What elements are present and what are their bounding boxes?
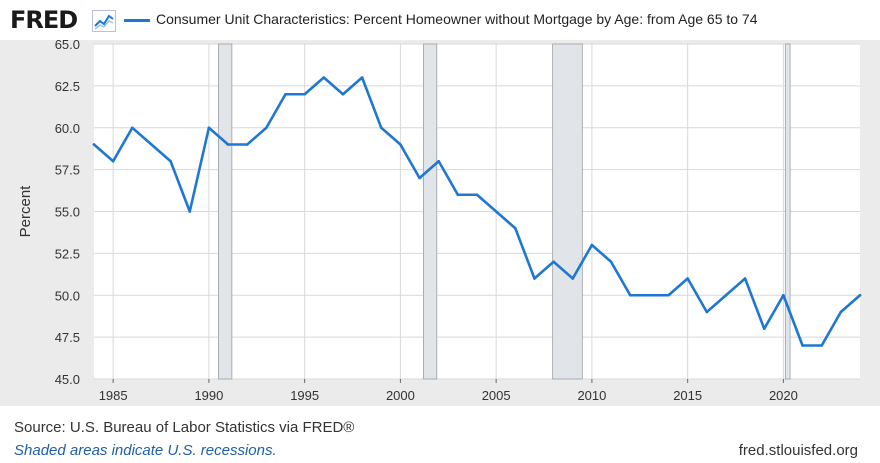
- recession-note: Shaded areas indicate U.S. recessions.: [14, 442, 277, 459]
- data-point[interactable]: [399, 143, 402, 146]
- data-point[interactable]: [762, 327, 766, 331]
- chart-header: FRED Consumer Unit Characteristics: Perc…: [0, 0, 880, 42]
- data-point[interactable]: [648, 293, 651, 297]
- data-point[interactable]: [418, 176, 421, 180]
- x-tick-label: 2005: [482, 388, 511, 403]
- data-point[interactable]: [341, 92, 345, 96]
- fred-graph-icon: [92, 10, 116, 32]
- data-point[interactable]: [839, 310, 843, 314]
- y-tick-label: 45.0: [55, 372, 80, 387]
- x-tick-label: 1990: [194, 388, 223, 403]
- legend-swatch: [124, 19, 150, 22]
- x-tick-label: 1985: [99, 388, 128, 403]
- recession-band: [552, 43, 583, 380]
- data-point[interactable]: [207, 126, 211, 130]
- data-point[interactable]: [379, 126, 383, 130]
- y-tick-label: 65.0: [55, 40, 80, 52]
- data-point[interactable]: [494, 210, 498, 213]
- x-tick-label: 1995: [290, 388, 319, 403]
- fred-url-link[interactable]: fred.stlouisfed.org: [738, 442, 858, 459]
- data-point[interactable]: [322, 76, 326, 79]
- data-point[interactable]: [131, 126, 134, 130]
- recession-band: [784, 43, 791, 380]
- data-point[interactable]: [437, 159, 441, 163]
- x-tick-label: 2010: [577, 388, 606, 403]
- recession-band: [422, 43, 438, 380]
- line-chart: 45.0 47.5 50.0 52.5 55.0 57.5 60.0 62.5 65.0 1985…: [0, 40, 880, 406]
- data-point[interactable]: [743, 277, 747, 280]
- data-point[interactable]: [609, 260, 613, 264]
- data-point[interactable]: [590, 243, 594, 247]
- data-point[interactable]: [92, 143, 96, 146]
- x-tick-label: 2000: [386, 388, 415, 403]
- data-point[interactable]: [801, 344, 804, 347]
- data-point[interactable]: [858, 293, 862, 297]
- x-tick-label: 2020: [769, 388, 798, 403]
- source-note: Source: U.S. Bureau of Labor Statistics …: [14, 419, 355, 436]
- y-tick-label: 52.5: [55, 246, 80, 261]
- data-point[interactable]: [724, 293, 728, 297]
- data-point[interactable]: [686, 277, 689, 280]
- data-point[interactable]: [360, 76, 364, 79]
- data-point[interactable]: [265, 126, 268, 130]
- data-point[interactable]: [571, 277, 575, 280]
- y-tick-label: 57.5: [55, 163, 80, 178]
- data-point[interactable]: [782, 293, 785, 297]
- legend-series-label: Consumer Unit Characteristics: Percent H…: [156, 11, 758, 27]
- x-tick-label: 2015: [673, 388, 702, 403]
- y-tick-label: 50.0: [55, 288, 80, 303]
- data-point[interactable]: [552, 260, 555, 264]
- data-point[interactable]: [705, 310, 709, 314]
- y-axis-label: Percent: [17, 185, 34, 238]
- y-tick-label: 60.0: [55, 121, 80, 136]
- data-point[interactable]: [150, 143, 153, 146]
- data-point[interactable]: [188, 210, 192, 213]
- data-point[interactable]: [303, 92, 306, 96]
- data-point[interactable]: [667, 293, 670, 297]
- y-tick-label: 62.5: [55, 79, 80, 94]
- y-tick-label: 47.5: [55, 330, 80, 345]
- data-point[interactable]: [226, 143, 230, 146]
- data-point[interactable]: [456, 193, 460, 197]
- data-point[interactable]: [628, 293, 632, 297]
- data-point[interactable]: [169, 159, 172, 163]
- data-point[interactable]: [111, 159, 115, 163]
- y-tick-label: 55.0: [55, 205, 80, 220]
- recession-band: [218, 43, 233, 380]
- data-point[interactable]: [245, 143, 249, 146]
- fred-logo[interactable]: FRED: [10, 6, 78, 34]
- data-point[interactable]: [475, 193, 479, 197]
- data-point[interactable]: [533, 277, 536, 280]
- data-point[interactable]: [284, 92, 287, 96]
- data-point[interactable]: [820, 344, 823, 347]
- data-point[interactable]: [514, 226, 517, 230]
